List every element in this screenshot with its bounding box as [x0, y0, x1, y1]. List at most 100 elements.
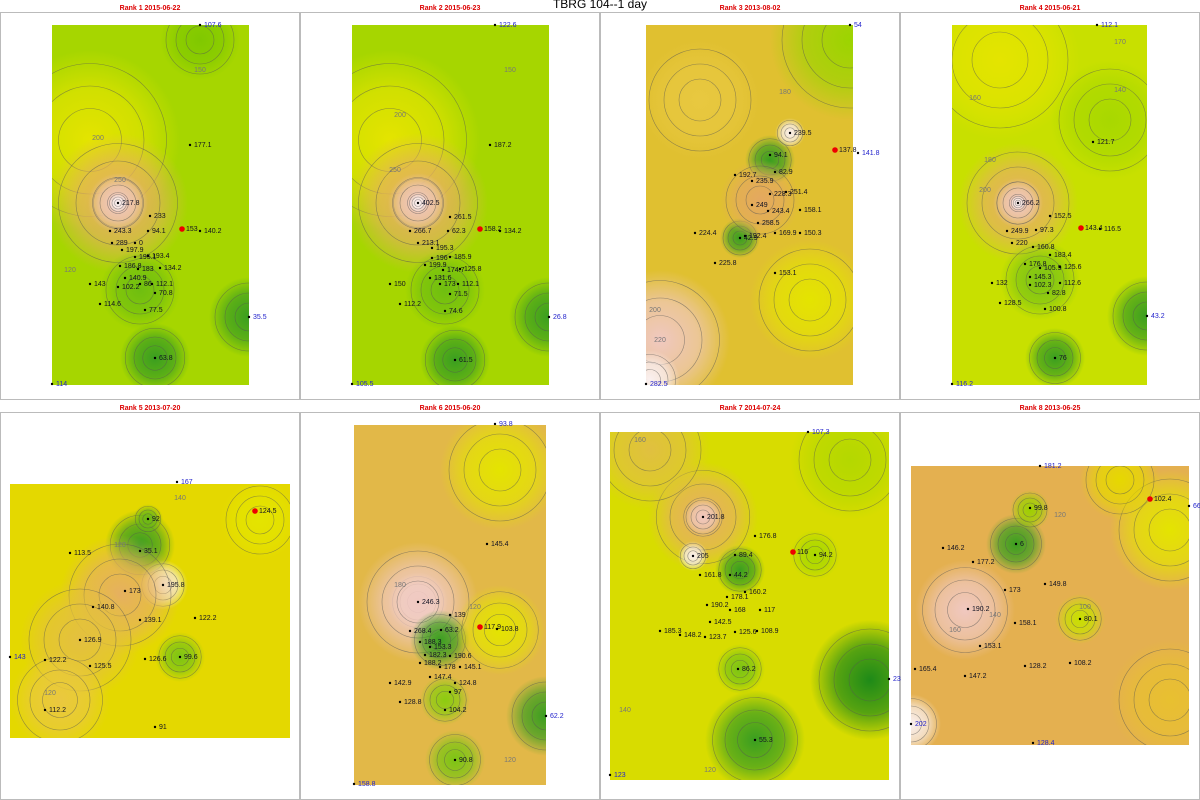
contour-line	[214, 282, 249, 352]
station	[950, 382, 954, 386]
contour-line	[433, 338, 477, 382]
contour-label: 200	[92, 135, 104, 142]
contour-label: 250	[389, 167, 401, 174]
contour-line	[1112, 281, 1147, 351]
contour-line	[971, 31, 1029, 89]
station	[1038, 464, 1042, 468]
contour-line	[472, 602, 528, 658]
station-value: 62.2	[550, 713, 564, 720]
station-value: 97	[454, 689, 462, 696]
station-value: 128.5	[1004, 300, 1022, 307]
contour-line	[821, 25, 853, 69]
contour-label: 140	[1114, 87, 1126, 94]
map-panel: Rank 1 2015-06-22 150 200 250 120 107.6 177.1 2…	[50, 5, 267, 388]
station-value: 125.6	[1064, 264, 1082, 271]
map-panel: Rank 4 2015-06-21 170 160 140 180 200 112.1 121…	[950, 5, 1165, 388]
map-panel: Rank 3 2013-08-02 180 200 220 54 137.8 141.8 23…	[644, 5, 880, 388]
station-value: 94.1	[774, 152, 788, 159]
station-value: 139.1	[144, 617, 162, 624]
contour-line	[1044, 347, 1066, 369]
station	[941, 546, 945, 550]
contour-line	[718, 647, 762, 691]
station-value: 140.2	[204, 228, 222, 235]
contour-line	[224, 292, 249, 342]
contour-line	[115, 265, 165, 315]
contour-line	[1012, 492, 1048, 528]
field-blob	[646, 40, 760, 160]
contour-line	[1088, 98, 1132, 142]
station-value: 114.6	[104, 301, 121, 308]
station-value: 90.8	[459, 757, 473, 764]
station	[743, 590, 747, 594]
contour-line	[1070, 609, 1090, 629]
station-value: 112.6	[1064, 280, 1081, 287]
contour-line	[679, 542, 707, 570]
contour-line	[805, 545, 825, 565]
station-value: 174.7	[447, 267, 465, 274]
contour-line	[687, 550, 699, 562]
contour-line	[801, 25, 853, 89]
contour-line	[235, 495, 285, 545]
contour-map: 200 250 150	[352, 25, 549, 385]
contour-line	[745, 185, 775, 215]
station	[750, 203, 754, 207]
station	[1046, 291, 1050, 295]
station-value: 128.4	[1037, 740, 1055, 747]
contour-line	[663, 63, 737, 137]
contour-line	[1133, 663, 1189, 737]
station	[388, 681, 392, 685]
contour-line	[911, 698, 937, 745]
contour-line	[29, 669, 91, 731]
contour-line	[1005, 245, 1075, 315]
contour-line	[813, 432, 887, 497]
station	[736, 667, 740, 671]
station-value: 153.1	[984, 643, 1002, 650]
station	[1028, 275, 1032, 279]
station	[806, 430, 810, 434]
station	[398, 700, 402, 704]
station	[108, 229, 112, 233]
station	[430, 256, 434, 260]
contour-line	[646, 361, 669, 385]
station	[971, 560, 975, 564]
station-value: 246.3	[422, 599, 440, 606]
contour-label: 220	[654, 337, 666, 344]
station	[110, 241, 114, 245]
station-value: 105.5	[356, 381, 374, 388]
station-value: 143.4	[1085, 225, 1103, 232]
station	[43, 658, 47, 662]
contour-label: 150	[194, 67, 206, 74]
station-value: 173	[1009, 587, 1021, 594]
station-value: 63.8	[159, 355, 173, 362]
field-blob	[1010, 490, 1050, 530]
station	[488, 143, 492, 147]
station-value: 188.3	[424, 639, 442, 646]
station-value: 6	[1020, 541, 1024, 548]
contour-line	[724, 653, 756, 685]
station	[978, 644, 982, 648]
station	[153, 291, 157, 295]
station	[708, 620, 712, 624]
station	[495, 627, 499, 631]
station-value: 99.8	[1034, 505, 1048, 512]
station	[608, 773, 612, 777]
contour-line	[124, 327, 186, 385]
station	[1028, 506, 1032, 510]
field-blob	[610, 432, 710, 510]
station-value: 224.4	[699, 230, 717, 237]
contour-line	[138, 509, 158, 529]
station-value: 282.5	[650, 381, 668, 388]
station-value: 161.8	[704, 572, 722, 579]
station	[153, 356, 157, 360]
station	[728, 608, 732, 612]
station-value: 116.2	[956, 381, 973, 388]
station	[453, 758, 457, 762]
map-panel: Rank 6 2015-06-20 180 120 120 93.8 145.4 246.3…	[352, 405, 564, 788]
station-value: 249.9	[1011, 228, 1029, 235]
contour-line	[109, 194, 127, 212]
station-value: 94.2	[819, 552, 833, 559]
contour-line	[411, 196, 425, 210]
station	[693, 231, 697, 235]
station-value: 142.5	[714, 619, 732, 626]
station-value: 183.4	[1054, 252, 1072, 259]
